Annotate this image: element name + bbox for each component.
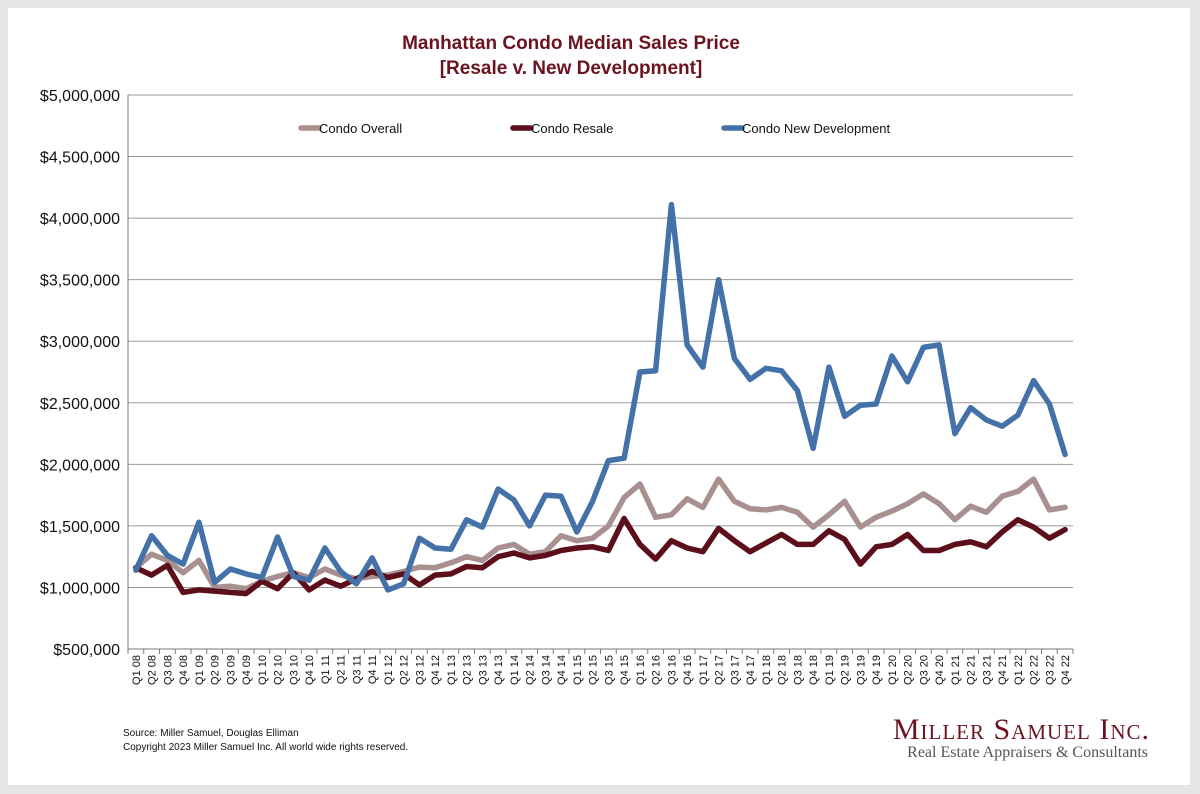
x-tick-label: Q1 20 [887,655,899,685]
x-tick-label: Q1 21 [950,655,962,685]
x-tick-label: Q3 10 [288,655,300,685]
series-line-condo-overall [133,476,1068,592]
source-note: Source: Miller Samuel, Douglas Elliman [123,728,299,739]
x-tick-label: Q2 12 [399,655,411,685]
x-tick-label: Q4 09 [241,655,253,685]
chart-subtitle: [Resale v. New Development] [440,58,703,79]
x-tick-label: Q1 16 [635,655,647,685]
x-tick-label: Q2 21 [966,655,978,685]
x-tick-label: Q1 15 [572,655,584,685]
x-tick-label: Q4 13 [493,655,505,685]
x-tick-label: Q3 09 [225,655,237,685]
y-tick-label: $1,500,000 [40,519,120,536]
x-tick-label: Q3 17 [729,655,741,685]
x-tick-label: Q3 21 [981,655,993,685]
series-line-condo-new-development [133,201,1068,593]
y-tick-label: $3,500,000 [40,273,120,290]
x-tick-label: Q3 16 [666,655,678,685]
x-tick-label: Q2 13 [462,655,474,685]
x-tick-label: Q3 15 [603,655,615,685]
x-tick-label: Q2 15 [588,655,600,685]
x-tick-label: Q4 11 [367,655,379,684]
legend-label: Condo Resale [531,121,613,136]
x-tick-label: Q1 17 [698,655,710,685]
x-tick-label: Q3 18 [792,655,804,685]
x-tick-label: Q3 13 [477,655,489,685]
x-tick-label: Q1 18 [761,655,773,685]
x-tick-label: Q2 08 [147,655,159,685]
chart-frame: Manhattan Condo Median Sales Price [Resa… [8,8,1190,785]
chart-title: Manhattan Condo Median Sales Price [402,33,740,54]
x-tick-label: Q4 22 [1060,655,1072,685]
x-tick-label: Q1 11 [320,655,332,684]
x-tick-label: Q1 13 [446,655,458,685]
x-tick-label: Q4 10 [304,655,316,685]
x-tick-label: Q2 11 [336,655,348,684]
x-tick-label: Q2 16 [651,655,663,685]
y-tick-label: $4,000,000 [40,211,120,228]
legend-label: Condo New Development [742,121,891,136]
x-tick-label: Q2 22 [1029,655,1041,685]
x-tick-label: Q4 21 [997,655,1009,685]
x-tick-label: Q3 08 [162,655,174,685]
y-tick-label: $3,000,000 [40,334,120,351]
x-tick-label: Q4 15 [619,655,631,685]
x-tick-label: Q4 08 [178,655,190,685]
copyright-note: Copyright 2023 Miller Samuel Inc. All wo… [123,742,409,753]
x-tick-label: Q1 09 [194,655,206,685]
y-tick-label: $4,500,000 [40,150,120,167]
x-tick-label: Q3 14 [540,655,552,685]
y-tick-label: $500,000 [53,642,120,659]
x-tick-label: Q4 17 [745,655,757,685]
x-tick-label: Q2 10 [273,655,285,685]
x-tick-label: Q2 20 [903,655,915,685]
x-tick-label: Q4 12 [430,655,442,685]
x-tick-label: Q1 22 [1013,655,1025,685]
x-tick-label: Q1 14 [509,655,521,685]
x-tick-label: Q4 18 [808,655,820,685]
legend-label: Condo Overall [319,121,402,136]
x-tick-label: Q4 20 [934,655,946,685]
x-tick-label: Q3 12 [414,655,426,685]
line-chart: Manhattan Condo Median Sales Price [Resa… [40,33,1074,685]
x-tick-label: Q3 19 [855,655,867,685]
x-tick-label: Q2 17 [714,655,726,685]
x-tick-label: Q3 11 [351,655,363,684]
x-tick-label: Q1 08 [131,655,143,685]
x-tick-label: Q1 10 [257,655,269,685]
x-tick-label: Q4 14 [556,655,568,685]
x-tick-label: Q2 19 [840,655,852,685]
company-logo-tagline: Real Estate Appraisers & Consultants [907,744,1148,761]
x-tick-label: Q2 14 [525,655,537,685]
x-tick-label: Q4 16 [682,655,694,685]
company-logo-name: Miller Samuel Inc. [892,713,1150,746]
x-tick-label: Q3 20 [918,655,930,685]
x-tick-label: Q4 19 [871,655,883,685]
x-tick-label: Q2 09 [210,655,222,685]
y-tick-label: $5,000,000 [40,88,120,105]
x-tick-label: Q3 22 [1044,655,1056,685]
x-tick-label: Q1 19 [824,655,836,685]
y-tick-label: $1,000,000 [40,580,120,597]
x-tick-label: Q2 18 [777,655,789,685]
y-tick-label: $2,000,000 [40,457,120,474]
y-tick-label: $2,500,000 [40,396,120,413]
x-tick-label: Q1 12 [383,655,395,685]
